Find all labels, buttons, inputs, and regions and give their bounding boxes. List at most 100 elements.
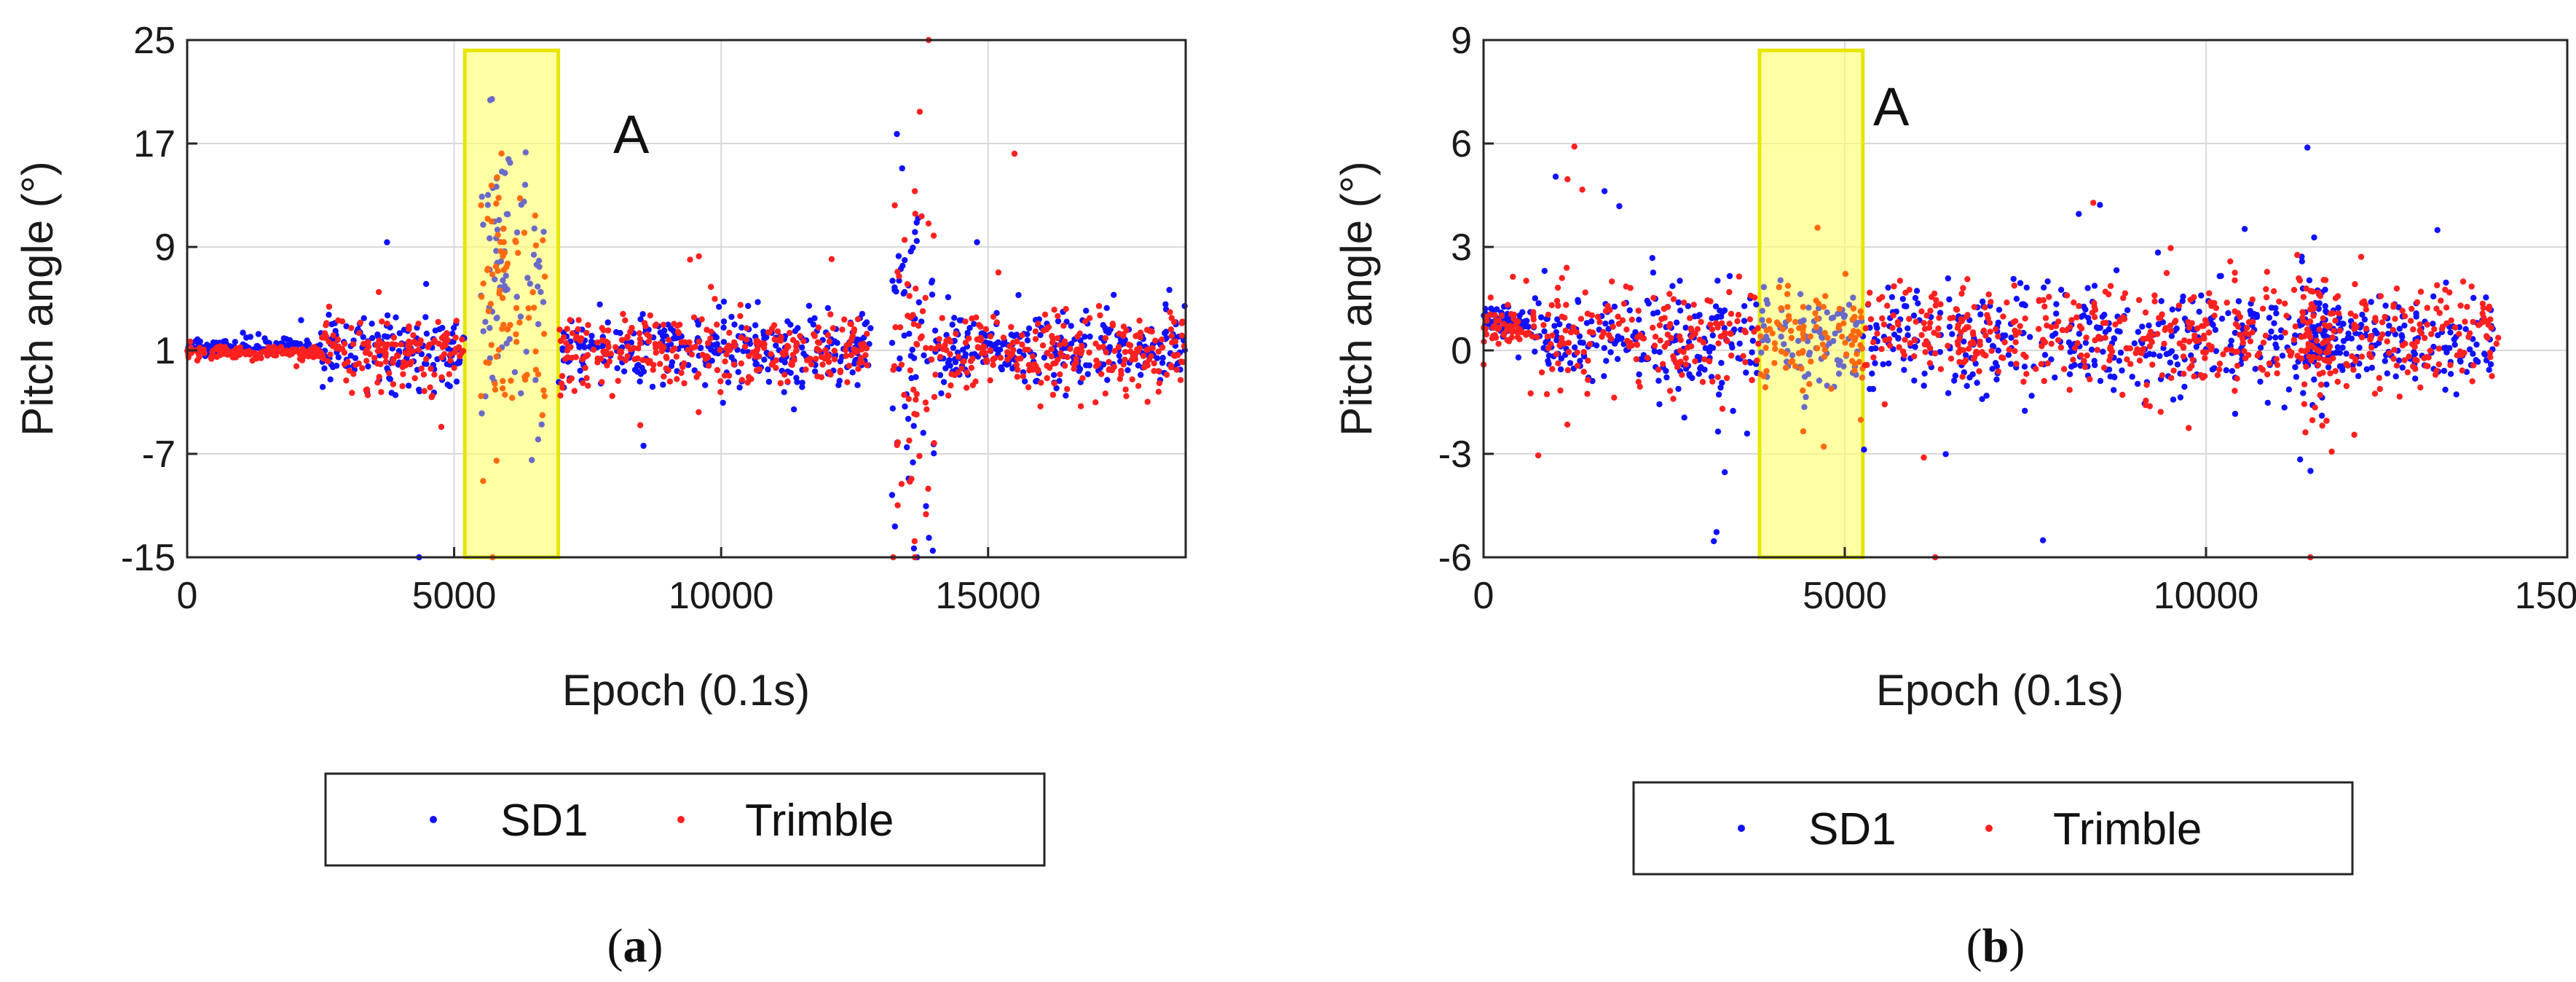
panel-b-point-trimble <box>2462 318 2468 325</box>
panel-a-point-trimble <box>438 423 445 431</box>
panel-b-point-trimble <box>2304 320 2311 326</box>
panel-a-point-trimble <box>1049 335 1056 342</box>
panel-b-point-sd1 <box>2131 340 2138 347</box>
panel-b-point-trimble <box>2232 270 2238 276</box>
panel-a-point-trimble <box>575 317 582 323</box>
panel-a-point-trimble <box>1031 361 1038 368</box>
panel-a-point-trimble <box>376 374 382 380</box>
panel-b-point-trimble <box>2332 317 2339 324</box>
panel-a-point-sd1 <box>899 262 906 269</box>
panel-b-point-sd1 <box>2273 310 2280 317</box>
panel-a-point-trimble <box>653 349 659 356</box>
panel-a-point-sd1 <box>401 326 408 333</box>
panel-a-point-sd1 <box>478 410 485 417</box>
panel-a-point-trimble <box>484 216 491 222</box>
panel-a-point-trimble <box>541 273 548 280</box>
panel-b-point-trimble <box>1549 332 1556 339</box>
panel-a-point-sd1 <box>1008 331 1015 338</box>
panel-a-point-trimble <box>406 350 412 358</box>
panel-b-point-trimble <box>2186 365 2193 372</box>
panel-b-point-sd1 <box>2076 331 2083 337</box>
panel-b-point-trimble <box>1698 318 1704 326</box>
panel-b-point-trimble <box>1848 332 1855 339</box>
panel-b-point-trimble <box>1661 315 1668 321</box>
panel-a-point-trimble <box>500 385 506 392</box>
panel-a-point-sd1 <box>998 364 1004 371</box>
panel-b-point-sd1 <box>1711 538 1717 545</box>
panel-b-y-tick-label: 9 <box>1451 20 1472 62</box>
panel-b-point-trimble <box>1687 315 1693 321</box>
panel-b-point-trimble <box>1993 326 1999 332</box>
panel-a-point-trimble <box>907 367 914 374</box>
panel-b-point-trimble <box>2336 310 2342 317</box>
panel-b-point-sd1 <box>2359 311 2366 318</box>
panel-b-point-trimble <box>2287 352 2294 359</box>
panel-b-legend-label-trimble: Trimble <box>2053 804 2202 855</box>
panel-a-point-sd1 <box>487 97 494 103</box>
panel-a-point-sd1 <box>752 322 759 329</box>
panel-b-point-trimble <box>1553 297 1561 305</box>
panel-a-point-trimble <box>813 356 819 362</box>
panel-b-point-sd1 <box>2399 364 2406 371</box>
panel-a-point-trimble <box>1086 315 1093 321</box>
panel-b-point-sd1 <box>1846 302 1853 308</box>
panel-b-point-trimble <box>2076 323 2084 329</box>
panel-a-point-trimble <box>1144 398 1151 405</box>
panel-a-point-trimble <box>350 371 357 377</box>
panel-a-point-trimble <box>327 351 334 358</box>
panel-a-point-sd1 <box>327 376 334 382</box>
panel-b-point-trimble <box>2451 324 2459 331</box>
panel-a-caption-letter: a <box>623 919 647 973</box>
panel-a-point-trimble <box>1122 386 1129 393</box>
panel-a-point-trimble <box>500 377 506 385</box>
panel-b-point-trimble <box>1534 334 1540 341</box>
panel-a-point-sd1 <box>1166 286 1173 294</box>
panel-b-point-trimble <box>2307 306 2314 313</box>
panel-a-point-trimble <box>560 334 567 341</box>
panel-a-point-sd1 <box>765 366 771 373</box>
panel-b-point-trimble <box>2412 356 2419 364</box>
panel-b-point-trimble <box>2376 374 2382 381</box>
panel-b-point-sd1 <box>1695 313 1701 320</box>
panel-a-point-sd1 <box>321 365 328 372</box>
panel-a-point-sd1 <box>940 379 948 385</box>
panel-b-point-sd1 <box>1961 338 1967 345</box>
panel-a-point-sd1 <box>987 340 994 347</box>
panel-b-point-sd1 <box>1607 349 1614 356</box>
panel-a-point-trimble <box>647 358 653 364</box>
panel-b-point-trimble <box>1553 351 1560 358</box>
panel-b-point-trimble <box>2074 339 2081 347</box>
panel-a-point-sd1 <box>891 523 899 530</box>
panel-b-point-sd1 <box>2158 298 2165 305</box>
panel-b-legend: SD1 Trimble <box>1632 781 2354 876</box>
panel-b-point-sd1 <box>1946 296 1953 303</box>
panel-b-point-sd1 <box>1626 307 1633 314</box>
panel-b-point-sd1 <box>2134 380 2141 388</box>
panel-b-point-trimble <box>2439 323 2446 330</box>
panel-b-point-trimble <box>1839 334 1846 340</box>
panel-b-point-trimble <box>1821 346 1828 353</box>
panel-b-point-sd1 <box>1759 317 1765 323</box>
panel-a-point-sd1 <box>369 321 375 327</box>
panel-a-point-trimble <box>615 377 621 384</box>
panel-b-point-trimble <box>1879 315 1886 322</box>
panel-a-point-trimble <box>923 511 929 518</box>
panel-b-point-trimble <box>1851 361 1859 367</box>
panel-b-point-trimble <box>1956 335 1963 342</box>
panel-a-point-trimble <box>411 338 417 345</box>
panel-a-point-sd1 <box>422 314 429 321</box>
panel-b-point-trimble <box>1778 348 1785 355</box>
panel-a-point-trimble <box>339 318 346 325</box>
panel-a-point-trimble <box>493 200 500 207</box>
panel-b-point-sd1 <box>1840 363 1847 370</box>
panel-a-point-trimble <box>513 331 519 338</box>
panel-b-point-trimble <box>1858 314 1864 321</box>
panel-a-point-trimble <box>624 343 631 350</box>
panel-b-axes-box <box>1482 39 2569 559</box>
panel-a-point-sd1 <box>361 315 367 321</box>
panel-a-point-sd1 <box>702 382 709 388</box>
panel-a-point-trimble <box>831 356 838 363</box>
panel-a-point-sd1 <box>621 368 628 374</box>
panel-b-point-trimble <box>2360 298 2368 305</box>
panel-b-point-trimble <box>2052 323 2060 329</box>
